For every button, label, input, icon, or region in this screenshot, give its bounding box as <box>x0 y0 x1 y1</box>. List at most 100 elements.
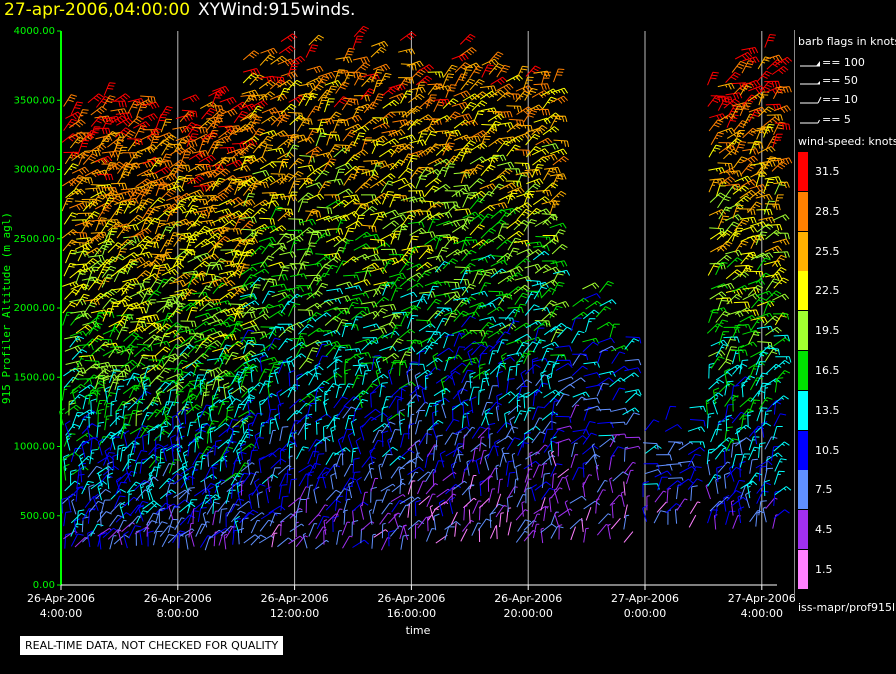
wind-barb <box>498 193 516 201</box>
wind-barb <box>342 194 360 202</box>
wind-barb <box>444 520 461 530</box>
wind-barb <box>288 535 303 545</box>
wind-barb <box>388 530 395 547</box>
wind-barb <box>162 401 173 416</box>
wind-barb <box>166 195 184 203</box>
wind-barb <box>334 168 346 183</box>
wind-barb <box>552 156 569 166</box>
wind-barb <box>336 281 354 289</box>
wind-barb <box>115 248 127 262</box>
y-tick-label: 3000.00 <box>14 165 55 176</box>
wind-barb <box>506 272 523 283</box>
wind-barb <box>129 307 147 314</box>
wind-barb <box>372 307 388 320</box>
wind-barb <box>89 500 104 513</box>
wind-barb <box>490 219 507 230</box>
wind-barb <box>242 68 261 76</box>
wind-barb <box>551 473 557 489</box>
wind-barb <box>763 300 775 315</box>
wind-barb <box>381 446 398 458</box>
wind-barb <box>555 345 573 352</box>
wind-barb <box>391 482 406 493</box>
wind-barb <box>114 385 125 401</box>
wind-barb <box>289 455 293 471</box>
wind-barb <box>276 114 291 127</box>
wind-barb <box>445 249 463 258</box>
flags-legend-title: barb flags in knots <box>798 35 896 48</box>
wind-barb <box>771 161 788 172</box>
wind-barb <box>306 262 324 269</box>
wind-barb <box>87 508 96 524</box>
wind-barb <box>557 326 573 338</box>
wind-barb <box>765 103 783 111</box>
wind-barb <box>460 528 468 542</box>
wind-barb <box>161 534 175 548</box>
wind-barb <box>97 338 113 346</box>
wind-barb <box>269 429 276 445</box>
wind-barb <box>242 113 260 121</box>
wind-barb <box>103 115 120 124</box>
wind-barb <box>488 350 499 365</box>
wind-barb <box>368 509 373 525</box>
wind-barb <box>325 235 343 243</box>
wind-barb <box>571 396 588 408</box>
wind-barb <box>345 220 363 229</box>
wind-barb <box>533 83 550 90</box>
wind-barb <box>198 219 216 227</box>
wind-barb <box>97 206 111 220</box>
wind-barb <box>408 86 426 94</box>
wind-barb <box>451 53 469 62</box>
wind-barb <box>414 523 419 539</box>
wind-barb <box>212 276 230 284</box>
wind-barb <box>176 409 183 427</box>
wind-barb <box>463 459 478 473</box>
wind-barb <box>488 89 506 99</box>
wind-barb <box>208 89 226 98</box>
wind-barb <box>756 208 773 216</box>
wind-barb <box>352 457 360 474</box>
wind-barb <box>237 501 252 511</box>
wind-barb <box>336 188 354 197</box>
wind-barb <box>772 293 790 301</box>
wind-barb <box>759 81 774 94</box>
wind-barb <box>113 534 130 545</box>
wind-barb <box>97 483 104 501</box>
wind-barb <box>306 65 324 74</box>
wind-barb <box>726 114 739 128</box>
wind-barb <box>65 111 83 120</box>
wind-barb <box>739 359 749 375</box>
wind-barb <box>725 510 736 525</box>
wind-barb <box>749 510 764 523</box>
wind-barb <box>514 292 529 305</box>
wind-barb <box>372 429 382 444</box>
wind-barb <box>174 517 185 531</box>
wind-barb <box>731 102 749 110</box>
wind-barb <box>260 47 278 56</box>
wind-barb <box>409 69 426 80</box>
wind-barb <box>136 390 152 403</box>
wind-barb <box>317 117 335 125</box>
wind-barb <box>314 380 330 392</box>
wind-barb <box>765 290 782 301</box>
wind-barb <box>134 318 146 333</box>
wind-barb <box>740 179 758 187</box>
wind-barb <box>180 234 198 242</box>
wind-barb <box>765 273 783 281</box>
wind-barb <box>372 93 385 107</box>
wind-barb <box>81 440 88 458</box>
wind-barb <box>168 504 174 521</box>
wind-barb <box>623 461 636 474</box>
wind-barb <box>121 283 136 296</box>
wind-barb <box>372 499 383 514</box>
wind-barb <box>625 412 640 425</box>
wind-barb <box>398 346 416 353</box>
wind-barb <box>286 467 294 484</box>
wind-barb <box>296 118 313 125</box>
wind-barb <box>718 167 737 176</box>
wind-barb <box>226 398 242 410</box>
wind-barb <box>460 262 476 274</box>
wind-barb <box>717 162 734 170</box>
wind-barb <box>233 110 248 124</box>
wind-barb <box>251 483 266 496</box>
wind-barb <box>591 443 597 459</box>
